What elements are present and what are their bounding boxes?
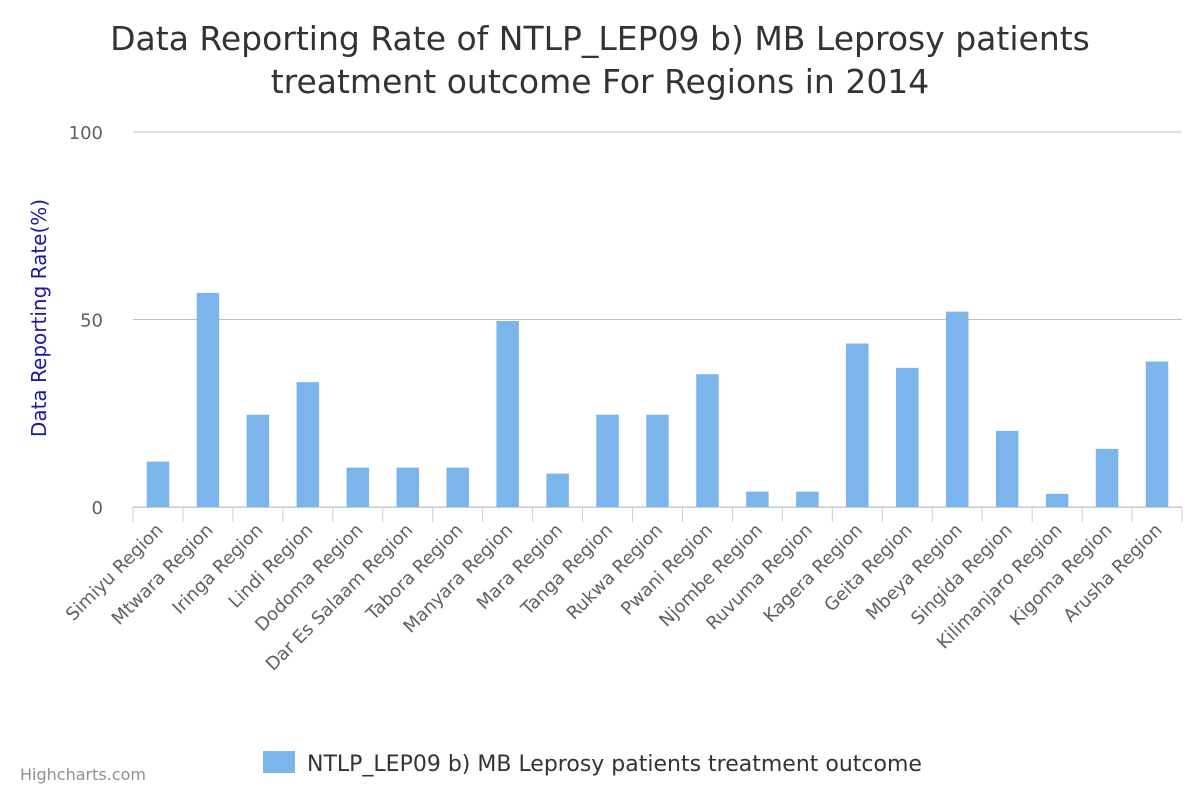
bar[interactable] xyxy=(346,467,370,507)
x-axis xyxy=(132,507,1183,522)
bar[interactable] xyxy=(446,467,469,507)
bar[interactable] xyxy=(196,292,220,507)
bar[interactable] xyxy=(146,461,170,507)
bar[interactable] xyxy=(1045,493,1069,507)
bar[interactable] xyxy=(396,467,419,507)
y-axis-ticks: 0 50 100 xyxy=(69,123,103,519)
legend[interactable]: NTLP_LEP09 b) MB Leprosy patients treatm… xyxy=(263,751,922,777)
y-tick-label: 50 xyxy=(80,311,103,332)
chart-title: Data Reporting Rate of NTLP_LEP09 b) MB … xyxy=(110,19,1090,101)
bar[interactable] xyxy=(546,473,569,507)
y-tick-label: 0 xyxy=(92,498,103,519)
credits-link[interactable]: Highcharts.com xyxy=(20,765,146,784)
bar-series[interactable] xyxy=(146,292,1169,508)
bar[interactable] xyxy=(696,374,719,507)
bar[interactable] xyxy=(796,491,819,507)
legend-swatch[interactable] xyxy=(263,751,295,773)
bar[interactable] xyxy=(496,321,519,507)
y-axis-title: Data Reporting Rate(%) xyxy=(27,199,51,437)
bar[interactable] xyxy=(896,367,919,507)
chart-title-line-2: treatment outcome For Regions in 2014 xyxy=(271,62,930,101)
chart-title-line-1: Data Reporting Rate of NTLP_LEP09 b) MB … xyxy=(110,19,1090,58)
y-tick-label: 100 xyxy=(69,123,103,144)
bar[interactable] xyxy=(296,382,320,507)
bar[interactable] xyxy=(945,311,969,507)
bar[interactable] xyxy=(995,430,1019,507)
bar[interactable] xyxy=(1145,361,1169,508)
bar[interactable] xyxy=(596,414,619,507)
bar[interactable] xyxy=(246,414,270,507)
bar[interactable] xyxy=(646,414,669,507)
bar[interactable] xyxy=(746,491,769,507)
bar[interactable] xyxy=(1095,448,1119,507)
legend-label[interactable]: NTLP_LEP09 b) MB Leprosy patients treatm… xyxy=(307,752,922,777)
bar[interactable] xyxy=(846,343,869,508)
